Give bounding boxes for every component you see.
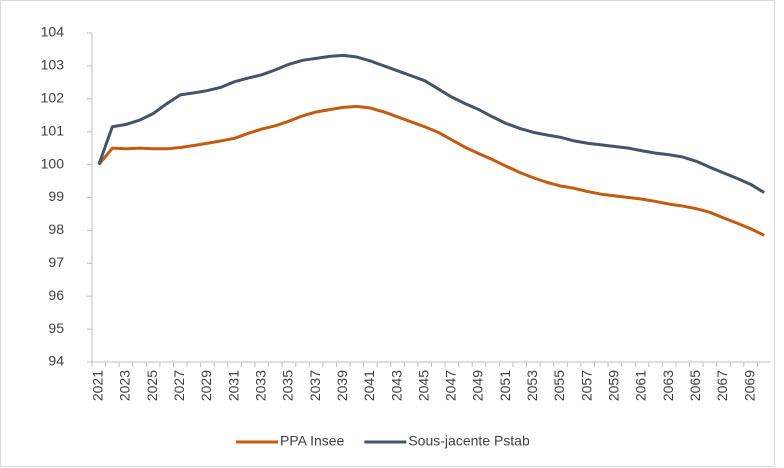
x-tick-label: 2049 <box>470 370 486 401</box>
legend-label: PPA Insee <box>280 433 345 449</box>
x-tick-label: 2039 <box>334 370 350 401</box>
x-tick-label: 2035 <box>280 370 296 401</box>
x-tick-label: 2053 <box>524 370 540 401</box>
x-tick-label: 2037 <box>307 370 323 401</box>
x-tick-label: 2047 <box>443 370 459 401</box>
series-line <box>97 53 765 194</box>
y-tick-label: 97 <box>48 254 64 270</box>
x-tick-label: 2065 <box>687 370 703 401</box>
x-tick-label: 2023 <box>117 370 133 401</box>
y-tick-label: 95 <box>48 320 64 336</box>
legend-label: Sous-jacente Pstab <box>408 433 530 449</box>
x-tick-label: 2031 <box>225 370 241 401</box>
x-tick-label: 2043 <box>388 370 404 401</box>
x-tick-label: 2041 <box>361 370 377 401</box>
x-tick-label: 2057 <box>578 370 594 401</box>
y-tick-label: 101 <box>41 122 65 138</box>
x-tick-label: 2061 <box>633 370 649 401</box>
x-tick-label: 2055 <box>551 370 567 401</box>
x-tick-label: 2059 <box>606 370 622 401</box>
series-line <box>97 104 765 237</box>
x-tick-label: 2021 <box>89 370 105 401</box>
x-tick-label: 2051 <box>497 370 513 401</box>
x-tick-label: 2033 <box>252 370 268 401</box>
y-tick-label: 94 <box>48 353 64 369</box>
y-tick-label: 100 <box>41 155 65 171</box>
y-tick-label: 102 <box>41 90 65 106</box>
y-tick-label: 96 <box>48 287 64 303</box>
y-tick-label: 103 <box>41 57 65 73</box>
y-tick-label: 99 <box>48 188 64 204</box>
x-tick-label: 2027 <box>171 370 187 401</box>
x-tick-label: 2025 <box>144 370 160 401</box>
x-tick-label: 2069 <box>741 370 757 401</box>
y-tick-label: 104 <box>41 24 65 40</box>
x-tick-label: 2045 <box>415 370 431 401</box>
y-tick-label: 98 <box>48 221 64 237</box>
x-tick-label: 2029 <box>198 370 214 401</box>
x-tick-label: 2063 <box>660 370 676 401</box>
x-tick-label: 2067 <box>714 370 730 401</box>
